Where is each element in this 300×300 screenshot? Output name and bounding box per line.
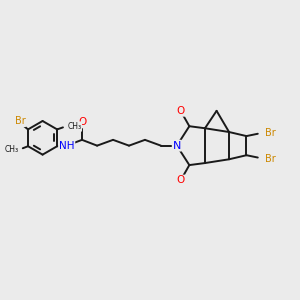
- Text: O: O: [176, 176, 185, 185]
- Text: N: N: [173, 141, 181, 151]
- Text: Br: Br: [14, 116, 25, 126]
- Text: Br: Br: [265, 128, 276, 138]
- Text: O: O: [78, 117, 86, 128]
- Text: Br: Br: [265, 154, 276, 164]
- Text: O: O: [176, 106, 185, 116]
- Text: CH₃: CH₃: [4, 145, 18, 154]
- Text: NH: NH: [59, 141, 74, 151]
- Text: CH₃: CH₃: [67, 122, 81, 131]
